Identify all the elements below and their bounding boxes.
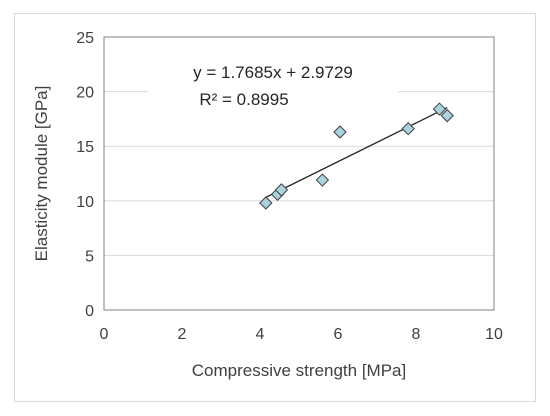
- x-tick-label: 10: [485, 326, 503, 343]
- data-point: [259, 196, 273, 210]
- trendline: [265, 107, 448, 198]
- gridlines: [104, 91, 494, 256]
- plot-area-border: [103, 36, 495, 311]
- data-point: [401, 122, 415, 136]
- y-axis-ticks: 0 5 10 15 20 25: [76, 30, 94, 320]
- equation-background: [148, 60, 398, 112]
- trendline-equation: y = 1.7685x + 2.9729: [193, 63, 353, 82]
- data-point: [440, 108, 454, 123]
- y-tick-label: 5: [85, 248, 94, 265]
- data-point: [432, 102, 447, 116]
- x-tick-label: 8: [412, 326, 421, 343]
- data-point: [333, 125, 347, 139]
- data-point: [274, 183, 289, 197]
- x-axis-title: Compressive strength [MPa]: [192, 361, 406, 380]
- x-tick-label: 0: [100, 326, 109, 343]
- y-tick-label: 0: [85, 303, 94, 320]
- x-tick-label: 2: [178, 326, 187, 343]
- x-tick-label: 6: [334, 326, 343, 343]
- x-axis-ticks: 0 2 4 6 8 10: [100, 326, 503, 343]
- r-squared-label: R² = 0.8995: [199, 90, 288, 109]
- x-tick-label: 4: [256, 326, 265, 343]
- data-point: [315, 173, 330, 187]
- y-axis-title: Elasticity module [GPa]: [32, 86, 51, 262]
- y-tick-label: 15: [76, 139, 94, 156]
- y-tick-label: 20: [76, 85, 94, 102]
- y-tick-label: 25: [76, 30, 94, 47]
- data-points: [259, 102, 454, 210]
- y-tick-label: 10: [76, 194, 94, 211]
